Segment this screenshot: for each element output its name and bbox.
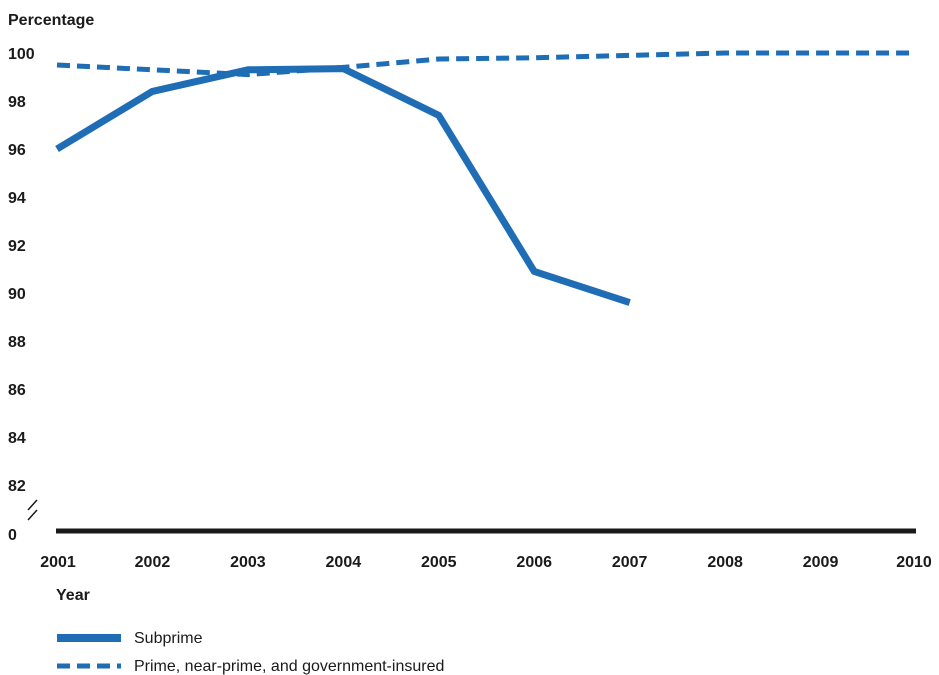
y-tick-label: 98 (8, 94, 26, 111)
y-axis-break-icon (27, 499, 38, 521)
x-axis-title: Year (56, 587, 90, 604)
y-tick-label: 82 (8, 478, 26, 495)
y-tick-label: 100 (8, 46, 35, 63)
x-tick-label: 2006 (516, 554, 552, 571)
x-tick-label: 2007 (612, 554, 648, 571)
y-tick-label: 90 (8, 286, 26, 303)
y-axis-title: Percentage (8, 12, 94, 29)
legend-label-prime: Prime, near-prime, and government-insure… (134, 658, 444, 675)
series-lines (55, 50, 916, 306)
x-tick-label: 2010 (896, 554, 932, 571)
y-tick-label: 96 (8, 142, 26, 159)
x-tick-label: 2002 (135, 554, 171, 571)
x-tick-label: 2009 (803, 554, 839, 571)
y-tick-label: 86 (8, 382, 26, 399)
x-tick-label: 2005 (421, 554, 457, 571)
legend-item-prime: Prime, near-prime, and government-insure… (57, 658, 444, 675)
y-tick-label: 88 (8, 334, 26, 351)
x-tick-labels: 2001 2002 2003 2004 2005 2006 2007 2008 2009 2010 (40, 554, 932, 571)
x-tick-label: 2004 (326, 554, 362, 571)
legend: Subprime Prime, near-prime, and governme… (57, 630, 444, 675)
y-tick-label: 0 (8, 527, 17, 544)
series-line-prime (56, 50, 916, 78)
x-tick-label: 2003 (230, 554, 266, 571)
legend-item-subprime: Subprime (57, 630, 203, 647)
y-tick-label: 92 (8, 238, 26, 255)
y-tick-label: 94 (8, 190, 26, 207)
legend-label-subprime: Subprime (134, 630, 203, 647)
x-tick-label: 2001 (40, 554, 76, 571)
y-tick-labels: 100 98 96 94 92 90 88 86 84 82 0 (8, 46, 35, 544)
y-tick-label: 84 (8, 430, 26, 447)
x-tick-label: 2008 (707, 554, 743, 571)
series-line-subprime (55, 65, 631, 306)
